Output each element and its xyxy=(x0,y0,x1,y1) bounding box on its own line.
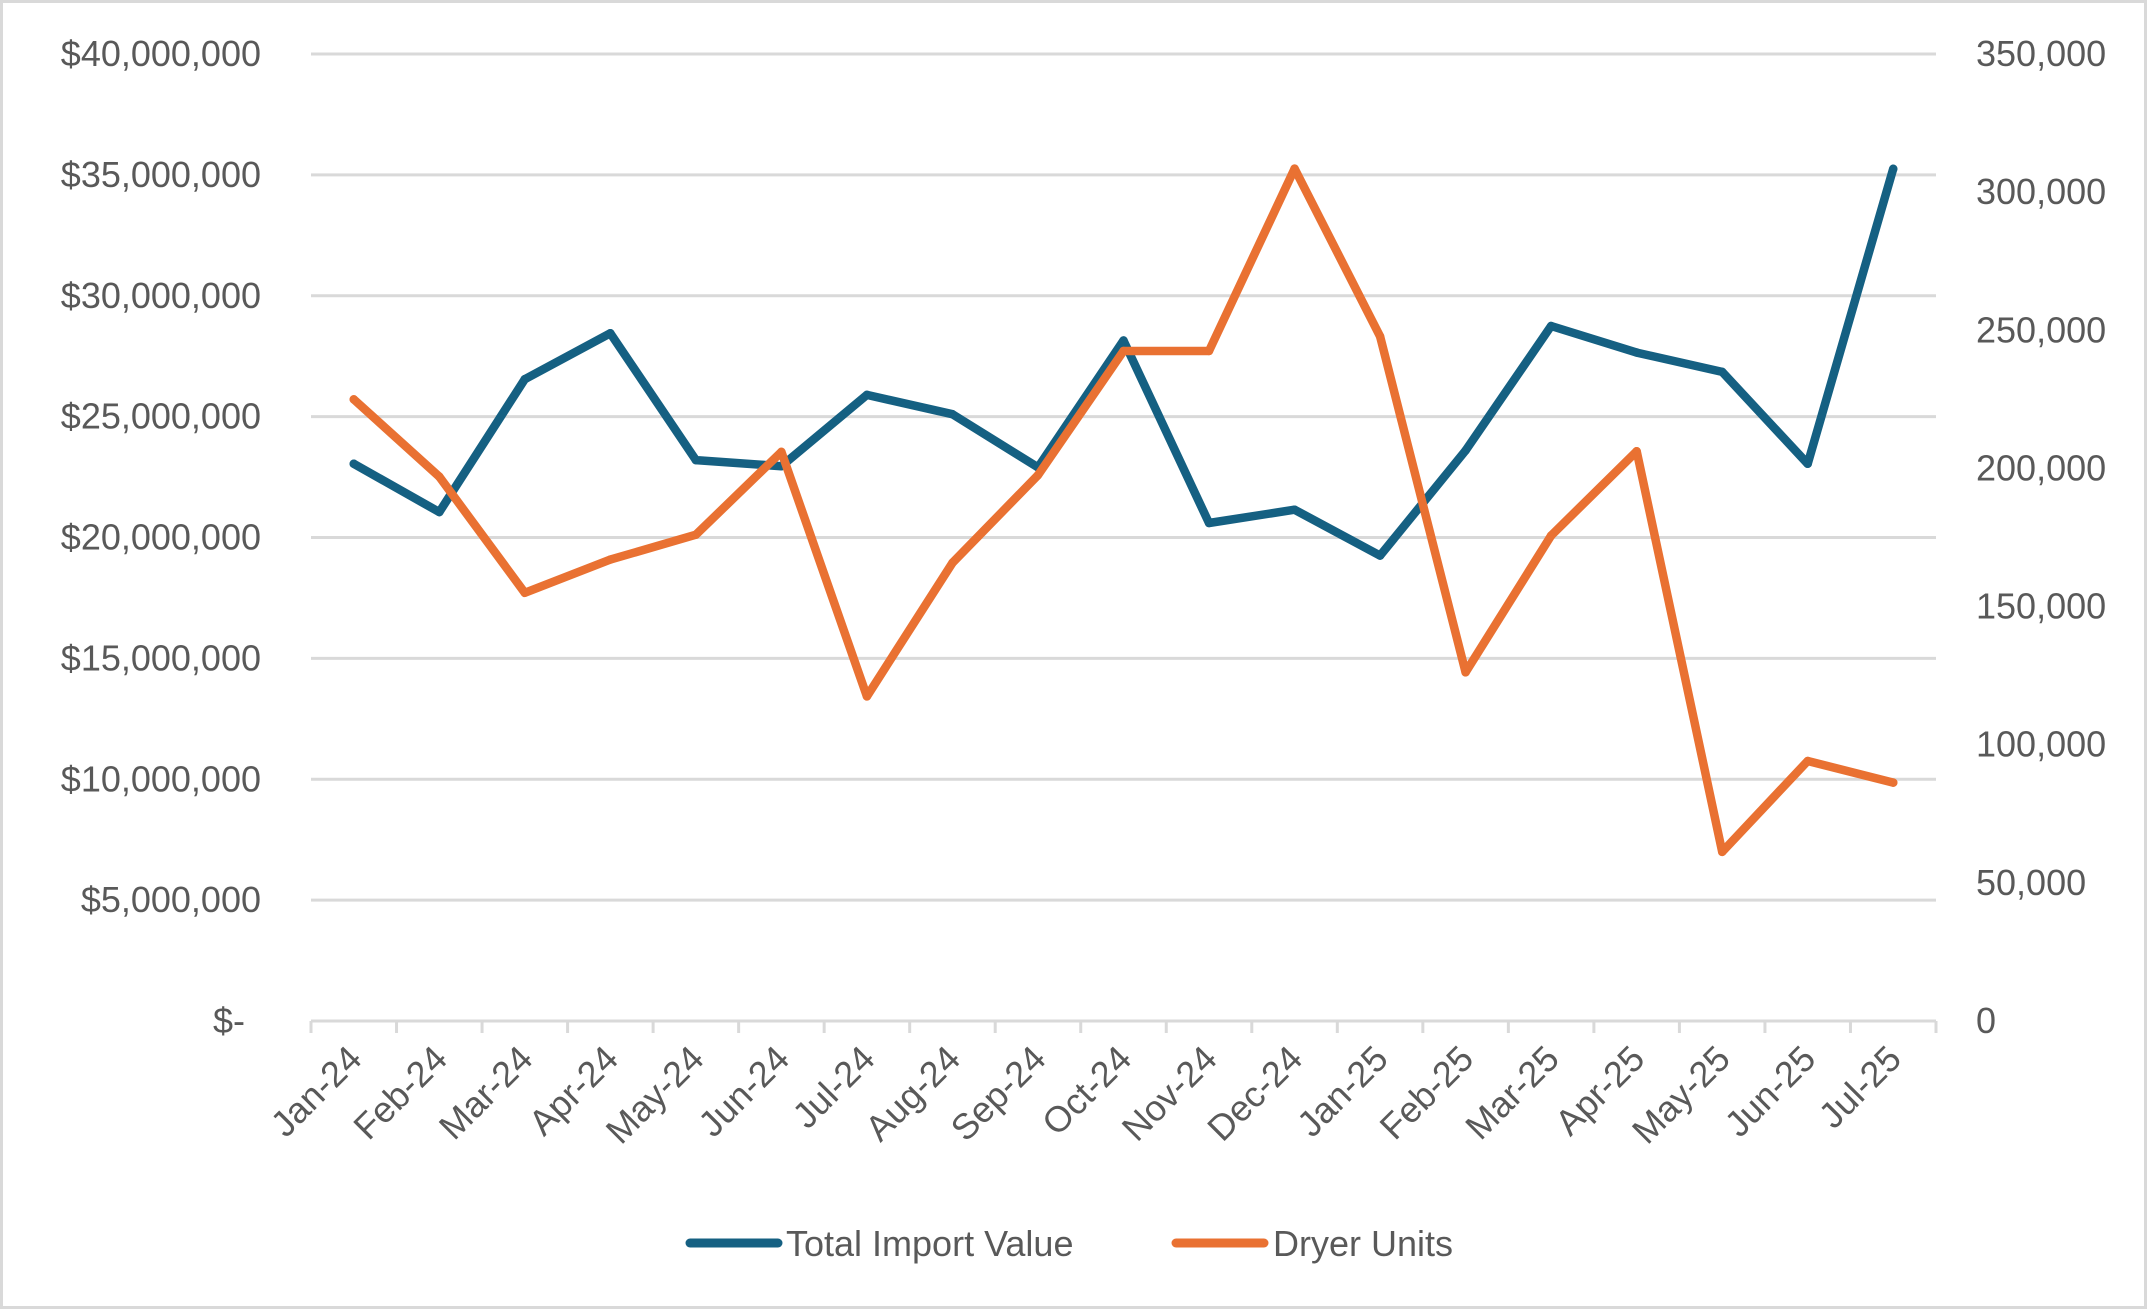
legend-item-dryer-units[interactable]: Dryer Units xyxy=(1171,1223,1453,1264)
y2-tick-label: 0 xyxy=(1976,1000,1996,1041)
y-tick-label: $30,000,000 xyxy=(61,275,261,316)
x-tick-label: Mar-25 xyxy=(1457,1038,1567,1148)
y2-tick-label: 350,000 xyxy=(1976,33,2106,74)
y-tick-label: $25,000,000 xyxy=(61,396,261,437)
data-point[interactable] xyxy=(1803,756,1812,766)
data-point[interactable] xyxy=(1803,459,1812,469)
y-axis-right: 0 50,000 100,000 150,000 200,000 250,000 300,0… xyxy=(1976,33,2106,1041)
data-point[interactable] xyxy=(862,390,872,400)
data-point[interactable] xyxy=(1290,164,1299,173)
series-lines xyxy=(349,164,1898,857)
x-tick-label: May-24 xyxy=(598,1038,712,1152)
data-point[interactable] xyxy=(1632,348,1641,357)
data-point[interactable] xyxy=(435,472,444,481)
x-tick-label: Feb-24 xyxy=(345,1038,455,1148)
data-point[interactable] xyxy=(1119,346,1128,356)
data-point[interactable] xyxy=(349,395,359,404)
data-point[interactable] xyxy=(1888,778,1898,787)
series-line[interactable] xyxy=(349,164,1898,560)
x-tick-label: Jan-24 xyxy=(263,1038,370,1145)
data-point[interactable] xyxy=(520,374,530,384)
series-dryer-units xyxy=(349,164,1898,857)
y2-tick-label: 300,000 xyxy=(1976,171,2106,212)
data-point[interactable] xyxy=(1546,531,1556,540)
series-total-import-value xyxy=(349,164,1898,560)
x-tick-label: Sep-24 xyxy=(943,1038,1054,1149)
data-point[interactable] xyxy=(1461,446,1470,455)
data-point[interactable] xyxy=(1375,551,1385,560)
legend-label-total-import-value: Total Import Value xyxy=(786,1223,1073,1264)
data-point[interactable] xyxy=(1632,447,1641,456)
y2-tick-label: 100,000 xyxy=(1976,724,2106,765)
series-line[interactable] xyxy=(349,164,1898,857)
y-axis-left: $- $5,000,000 $10,000,000 $15,000,000 $20,00… xyxy=(61,33,261,1041)
gridlines xyxy=(311,52,1936,902)
data-point[interactable] xyxy=(1290,505,1299,514)
data-point[interactable] xyxy=(862,692,872,701)
data-point[interactable] xyxy=(520,588,530,598)
data-point[interactable] xyxy=(1375,332,1385,341)
x-tick-label: Mar-24 xyxy=(431,1038,541,1148)
x-tick-label: Jun-24 xyxy=(690,1038,797,1145)
x-axis xyxy=(309,1019,1938,1033)
y2-tick-label: 200,000 xyxy=(1976,447,2106,488)
data-point[interactable] xyxy=(349,459,359,469)
line-chart: $- $5,000,000 $10,000,000 $15,000,000 $20,00… xyxy=(61,33,2106,1264)
data-point[interactable] xyxy=(691,455,701,465)
legend-label-dryer-units: Dryer Units xyxy=(1273,1223,1453,1264)
x-tick-label: Feb-25 xyxy=(1372,1038,1482,1148)
data-point[interactable] xyxy=(691,530,701,539)
data-point[interactable] xyxy=(1717,367,1727,377)
data-point[interactable] xyxy=(1204,346,1214,356)
x-tick-label: Jul-25 xyxy=(1811,1038,1909,1136)
data-point[interactable] xyxy=(1033,470,1043,480)
data-point[interactable] xyxy=(1119,336,1128,345)
y2-tick-label: 250,000 xyxy=(1976,309,2106,350)
legend: Total Import Value Dryer Units xyxy=(685,1223,1453,1264)
y-tick-label: $20,000,000 xyxy=(61,517,261,558)
y2-tick-label: 50,000 xyxy=(1976,862,2086,903)
data-point[interactable] xyxy=(948,558,957,568)
data-point[interactable] xyxy=(1888,164,1898,174)
y-tick-label: $35,000,000 xyxy=(61,154,261,195)
data-point[interactable] xyxy=(1461,668,1470,677)
x-tick-label: Jan-25 xyxy=(1289,1038,1396,1145)
data-point[interactable] xyxy=(777,447,786,457)
data-point[interactable] xyxy=(1546,321,1556,331)
data-point[interactable] xyxy=(1204,518,1214,528)
data-point[interactable] xyxy=(1717,847,1727,857)
x-tick-label: Jun-25 xyxy=(1717,1038,1824,1145)
y-tick-label: $- xyxy=(213,1000,245,1041)
y-tick-label: $40,000,000 xyxy=(61,33,261,74)
x-tick-label: Nov-24 xyxy=(1114,1038,1225,1149)
y-tick-label: $15,000,000 xyxy=(61,637,261,678)
x-axis-labels: Jan-24Feb-24Mar-24Apr-24May-24Jun-24Jul-… xyxy=(263,1038,1909,1152)
y2-tick-label: 150,000 xyxy=(1976,586,2106,627)
x-tick-label: May-25 xyxy=(1624,1038,1738,1152)
y-tick-label: $5,000,000 xyxy=(81,879,261,920)
data-point[interactable] xyxy=(948,409,957,419)
y-tick-label: $10,000,000 xyxy=(61,758,261,799)
x-tick-label: Dec-24 xyxy=(1199,1038,1310,1149)
data-point[interactable] xyxy=(435,507,444,517)
legend-item-total-import-value[interactable]: Total Import Value xyxy=(685,1223,1073,1264)
x-tick-label: Aug-24 xyxy=(857,1038,968,1149)
data-point[interactable] xyxy=(606,555,615,564)
data-point[interactable] xyxy=(606,328,615,338)
